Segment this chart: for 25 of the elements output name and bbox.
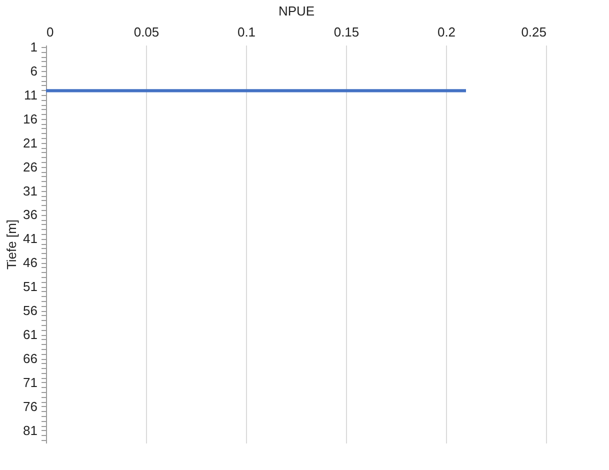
x-tick-label: 0.25 — [521, 24, 546, 40]
y-tick-label: 1 — [30, 40, 38, 55]
y-tick-label: 16 — [23, 111, 38, 126]
y-tick-label: 31 — [23, 183, 38, 198]
y-tick-label: 26 — [23, 159, 38, 174]
y-axis-title: Tiefe [m] — [4, 219, 20, 270]
x-tick-label: 0 — [46, 24, 54, 40]
x-tick-label: 0.15 — [334, 24, 360, 40]
y-tick-label: 46 — [23, 255, 38, 270]
y-tick-label: 61 — [23, 327, 38, 342]
y-tick-label: 41 — [23, 231, 38, 246]
y-tick-label: 76 — [23, 398, 38, 414]
y-tick-label: 66 — [23, 351, 38, 366]
y-tick-label: 81 — [23, 422, 38, 438]
y-tick-label: 51 — [23, 279, 38, 294]
y-tick-label: 11 — [24, 87, 38, 102]
y-tick-label: 36 — [23, 207, 38, 222]
y-tick-label: 21 — [23, 135, 38, 150]
x-tick-label: 0.2 — [437, 24, 456, 40]
x-axis-title: NPUE — [278, 4, 315, 18]
x-tick-label: 0.1 — [237, 24, 256, 40]
y-tick-label: 56 — [23, 303, 38, 318]
y-tick-label: 6 — [30, 63, 38, 78]
x-tick-label: 0.05 — [134, 24, 160, 40]
y-tick-label: 71 — [23, 374, 38, 390]
